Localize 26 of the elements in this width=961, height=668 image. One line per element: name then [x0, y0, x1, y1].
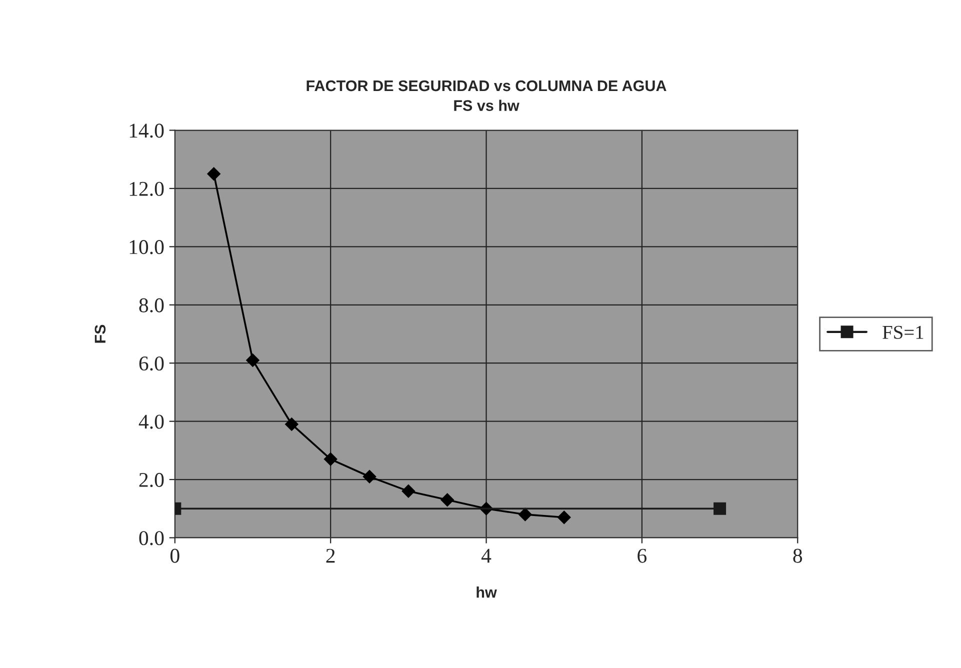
point: [402, 484, 416, 498]
y-axis-title: FS: [94, 324, 106, 343]
y-tick-label: 6.0: [139, 356, 164, 371]
x-tick-label: 2: [326, 548, 335, 563]
point: [207, 167, 220, 181]
y-tick-label: 12.0: [130, 182, 164, 196]
x-tick-label: 6: [638, 548, 647, 563]
point: [246, 354, 260, 367]
x-axis-title: hw: [476, 586, 497, 598]
point: [285, 418, 298, 431]
y-tick-label: 0.0: [139, 531, 164, 546]
y-tick-label: 10.0: [130, 240, 164, 254]
point: [440, 493, 454, 506]
y-tick-label: 4.0: [138, 414, 164, 429]
chart-title: FACTOR DE SEGURIDAD vs COLUMNA DE AGUA FS vs hw: [306, 80, 666, 111]
point: [324, 452, 338, 466]
point: [362, 470, 376, 484]
y-tick-label: 2.0: [139, 472, 164, 488]
x-tick-label: 4: [481, 548, 492, 563]
x-tick-label: 0: [170, 548, 180, 563]
y-tick-label: 8.0: [139, 298, 164, 312]
point: [558, 510, 571, 524]
y-tick-label: 14.0: [130, 124, 164, 138]
x-tick-label: 8: [793, 548, 802, 563]
point: [518, 508, 532, 522]
legend-label: FS=1: [882, 326, 924, 339]
